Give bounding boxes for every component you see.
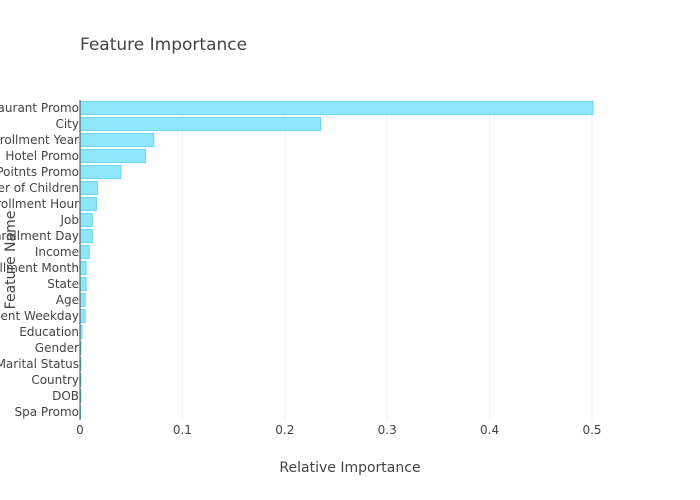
x-tick-label: 0.3: [378, 423, 397, 437]
x-tick-label: 0: [76, 423, 84, 437]
bar: [79, 116, 322, 132]
bar: [79, 212, 93, 228]
y-tick-label: Enrollment Hour: [0, 197, 79, 211]
y-tick-label: Hotel Promo: [5, 149, 79, 163]
bar: [79, 180, 98, 196]
bar: [79, 148, 147, 164]
bar: [79, 100, 594, 116]
y-tick-label: State: [47, 277, 79, 291]
y-tick-label: Enrollment Year: [0, 133, 79, 147]
y-tick-label: Job: [60, 213, 80, 227]
bar: [79, 196, 97, 212]
chart-title: Feature Importance: [80, 35, 247, 55]
bar: [79, 308, 86, 324]
bar: [79, 292, 86, 308]
x-axis-title: Relative Importance: [279, 460, 420, 476]
bar: [79, 164, 122, 180]
y-tick-label: Number of Children: [0, 181, 79, 195]
y-tick-labels: Restaurant Promo City Enrollment Year Hotel…: [0, 101, 79, 419]
x-tick-label: 0.5: [582, 423, 601, 437]
bar: [79, 244, 90, 260]
y-tick-label: Country: [31, 373, 79, 387]
x-tick-labels: 0 0.1 0.2 0.3 0.4 0.5: [76, 423, 601, 437]
y-tick-label: Restaurant Promo: [0, 101, 79, 115]
y-tick-label: Education: [19, 325, 79, 339]
x-tick-label: 0.4: [480, 423, 499, 437]
y-tick-label: Enrollment Weekday: [0, 309, 79, 323]
bar: [79, 276, 87, 292]
x-tick-label: 0.2: [275, 423, 294, 437]
bar: [79, 260, 87, 276]
bar: [79, 228, 93, 244]
bars: [79, 100, 594, 420]
bar: [79, 132, 155, 148]
y-axis-title: Feature Name: [3, 211, 19, 310]
y-tick-label: Spa Promo: [15, 405, 79, 419]
x-tick-label: 0.1: [173, 423, 192, 437]
grid-lines: [181, 100, 593, 420]
y-tick-label: DOB: [52, 389, 79, 403]
y-tick-label: Gender: [35, 341, 79, 355]
y-tick-label: Enrollment Month: [0, 261, 79, 275]
y-tick-label: Income: [35, 245, 79, 259]
y-tick-label: Enrollment Day: [0, 229, 79, 243]
y-tick-label: Age: [56, 293, 79, 307]
y-tick-label: Poitnts Promo: [0, 165, 79, 179]
y-tick-label: City: [55, 117, 79, 131]
y-tick-label: Marital Status: [0, 357, 79, 371]
